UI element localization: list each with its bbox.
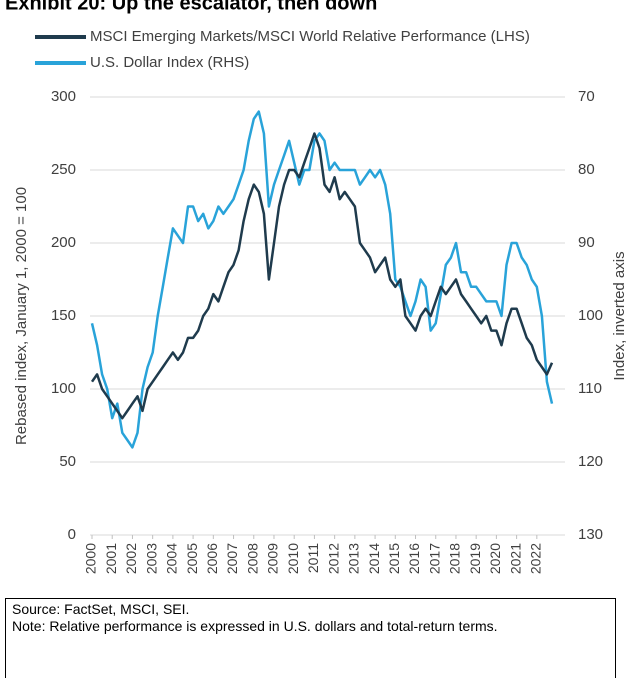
- x-tick-label: 2001: [103, 543, 119, 574]
- y-tick-label: 300: [51, 88, 76, 105]
- x-tick-label: 2013: [346, 543, 362, 574]
- y-tick-label: 250: [51, 161, 76, 178]
- y2-tick-label: 70: [578, 88, 595, 105]
- y2-tick-label: 80: [578, 161, 595, 178]
- x-tick-label: 2002: [123, 543, 139, 574]
- y2-axis-label: Index, inverted axis: [611, 251, 628, 380]
- y-tick-label: 200: [51, 234, 76, 251]
- series-line: [90, 132, 554, 420]
- y-tick-label: 0: [68, 526, 76, 543]
- y2-tick-label: 120: [578, 453, 603, 470]
- series-line: [90, 110, 554, 449]
- y2-tick-label: 110: [578, 380, 602, 397]
- x-tick-label: 2011: [305, 543, 321, 573]
- note: Note: Relative performance is expressed …: [12, 618, 498, 634]
- x-tick-label: 2022: [528, 543, 544, 574]
- y-tick-label: 50: [59, 453, 76, 470]
- x-tick-label: 2015: [386, 543, 402, 574]
- y2-tick-label: 100: [578, 307, 603, 324]
- y-axis-label: Rebased index, January 1, 2000 = 100: [13, 187, 30, 445]
- x-tick-label: 2020: [487, 543, 503, 574]
- x-tick-label: 2016: [406, 543, 422, 574]
- x-tick-label: 2004: [164, 543, 180, 574]
- x-tick-label: 2000: [83, 543, 99, 574]
- x-tick-label: 2007: [224, 543, 240, 574]
- y2-tick-label: 130: [578, 526, 603, 543]
- chart-title: Exhibit 20: Up the escalator, then down: [5, 0, 377, 14]
- y-tick-label: 150: [51, 307, 76, 324]
- x-tick-label: 2005: [184, 543, 200, 574]
- x-tick-label: 2006: [204, 543, 220, 574]
- x-tick-label: 2021: [507, 543, 523, 574]
- x-tick-label: 2014: [366, 543, 382, 574]
- y-tick-label: 100: [51, 380, 76, 397]
- legend-label: MSCI Emerging Markets/MSCI World Relativ…: [90, 28, 530, 45]
- y2-tick-label: 90: [578, 234, 595, 251]
- chart: Exhibit 20: Up the escalator, then down …: [5, 0, 628, 574]
- legend-label: U.S. Dollar Index (RHS): [90, 54, 249, 71]
- x-tick-label: 2017: [426, 543, 442, 574]
- x-tick-label: 2003: [143, 543, 159, 574]
- x-tick-label: 2009: [265, 543, 281, 574]
- x-tick-label: 2008: [244, 543, 260, 574]
- x-tick-label: 2012: [325, 543, 341, 574]
- footnote-box: Source: FactSet, MSCI, SEI. Note: Relati…: [5, 598, 616, 678]
- x-tick-label: 2010: [285, 543, 301, 574]
- x-tick-label: 2018: [447, 543, 463, 574]
- source: Source: FactSet, MSCI, SEI.: [12, 601, 190, 617]
- x-tick-label: 2019: [467, 543, 483, 574]
